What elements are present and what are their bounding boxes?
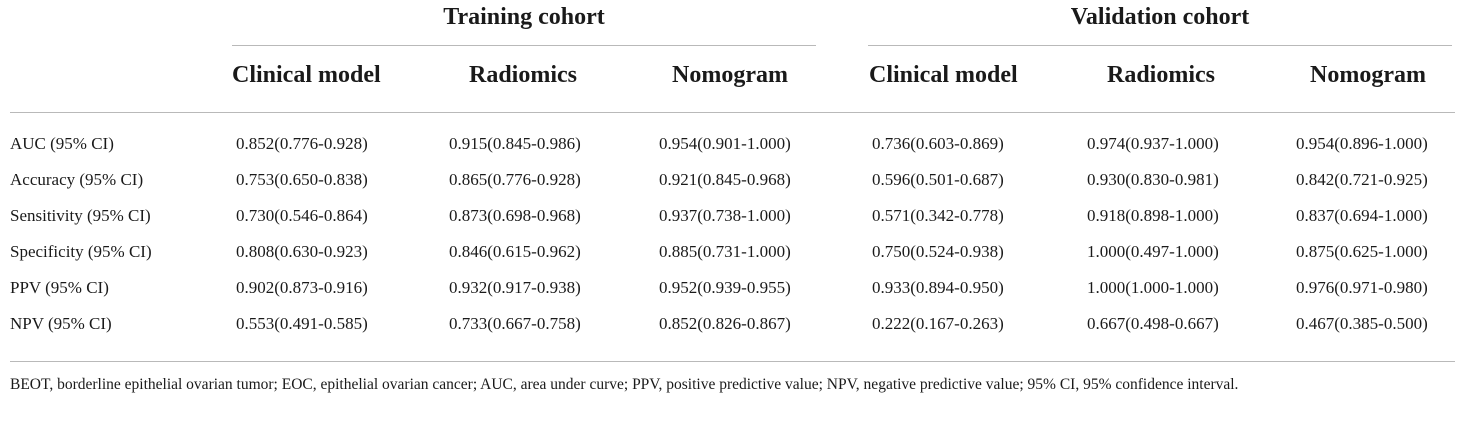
group-underline-training	[232, 45, 816, 46]
cell-validation-nomogram: 0.467(0.385-0.500)	[1296, 314, 1428, 333]
cell-validation-clinical: 0.571(0.342-0.778)	[872, 206, 1004, 225]
cell-validation-clinical: 0.750(0.524-0.938)	[872, 242, 1004, 261]
column-header-training-nomogram: Nomogram	[672, 62, 788, 88]
column-header-training-clinical: Clinical model	[232, 62, 381, 88]
cell-training-clinical: 0.852(0.776-0.928)	[236, 134, 368, 153]
cell-validation-nomogram: 0.976(0.971-0.980)	[1296, 278, 1428, 297]
group-header-training: Training cohort	[443, 4, 605, 30]
cell-training-radiomics: 0.865(0.776-0.928)	[449, 170, 581, 189]
cell-training-nomogram: 0.921(0.845-0.968)	[659, 170, 791, 189]
cell-validation-radiomics: 0.667(0.498-0.667)	[1087, 314, 1219, 333]
group-header-validation: Validation cohort	[1070, 4, 1250, 30]
cell-training-nomogram: 0.937(0.738-1.000)	[659, 206, 791, 225]
cell-validation-radiomics: 1.000(0.497-1.000)	[1087, 242, 1219, 261]
cell-training-nomogram: 0.954(0.901-1.000)	[659, 134, 791, 153]
cell-training-clinical: 0.808(0.630-0.923)	[236, 242, 368, 261]
cell-training-radiomics: 0.846(0.615-0.962)	[449, 242, 581, 261]
header-bottom-rule	[10, 112, 1455, 113]
row-label: Accuracy (95% CI)	[10, 170, 144, 189]
cell-training-radiomics: 0.932(0.917-0.938)	[449, 278, 581, 297]
cell-training-radiomics: 0.915(0.845-0.986)	[449, 134, 581, 153]
row-label: PPV (95% CI)	[10, 278, 109, 297]
column-header-validation-nomogram: Nomogram	[1310, 62, 1426, 88]
cell-validation-clinical: 0.933(0.894-0.950)	[872, 278, 1004, 297]
cell-training-clinical: 0.553(0.491-0.585)	[236, 314, 368, 333]
cell-training-nomogram: 0.852(0.826-0.867)	[659, 314, 791, 333]
cell-validation-nomogram: 0.837(0.694-1.000)	[1296, 206, 1428, 225]
cell-validation-nomogram: 0.954(0.896-1.000)	[1296, 134, 1428, 153]
cell-training-clinical: 0.753(0.650-0.838)	[236, 170, 368, 189]
table-footnote: BEOT, borderline epithelial ovarian tumo…	[10, 376, 1239, 393]
cell-validation-radiomics: 0.974(0.937-1.000)	[1087, 134, 1219, 153]
column-header-training-radiomics: Radiomics	[469, 62, 577, 88]
cell-validation-clinical: 0.222(0.167-0.263)	[872, 314, 1004, 333]
cell-validation-radiomics: 0.918(0.898-1.000)	[1087, 206, 1219, 225]
row-label: NPV (95% CI)	[10, 314, 112, 333]
cell-training-clinical: 0.902(0.873-0.916)	[236, 278, 368, 297]
cell-training-nomogram: 0.885(0.731-1.000)	[659, 242, 791, 261]
row-label: Sensitivity (95% CI)	[10, 206, 151, 225]
cell-training-nomogram: 0.952(0.939-0.955)	[659, 278, 791, 297]
column-header-validation-clinical: Clinical model	[869, 62, 1018, 88]
group-underline-validation	[868, 45, 1452, 46]
cell-validation-nomogram: 0.875(0.625-1.000)	[1296, 242, 1428, 261]
row-label: AUC (95% CI)	[10, 134, 114, 153]
cell-validation-radiomics: 0.930(0.830-0.981)	[1087, 170, 1219, 189]
cell-validation-clinical: 0.596(0.501-0.687)	[872, 170, 1004, 189]
row-label: Specificity (95% CI)	[10, 242, 152, 261]
cell-validation-clinical: 0.736(0.603-0.869)	[872, 134, 1004, 153]
cell-training-radiomics: 0.733(0.667-0.758)	[449, 314, 581, 333]
cell-validation-radiomics: 1.000(1.000-1.000)	[1087, 278, 1219, 297]
cell-training-clinical: 0.730(0.546-0.864)	[236, 206, 368, 225]
cell-training-radiomics: 0.873(0.698-0.968)	[449, 206, 581, 225]
column-header-validation-radiomics: Radiomics	[1107, 62, 1215, 88]
table-bottom-rule	[10, 361, 1455, 362]
cell-validation-nomogram: 0.842(0.721-0.925)	[1296, 170, 1428, 189]
